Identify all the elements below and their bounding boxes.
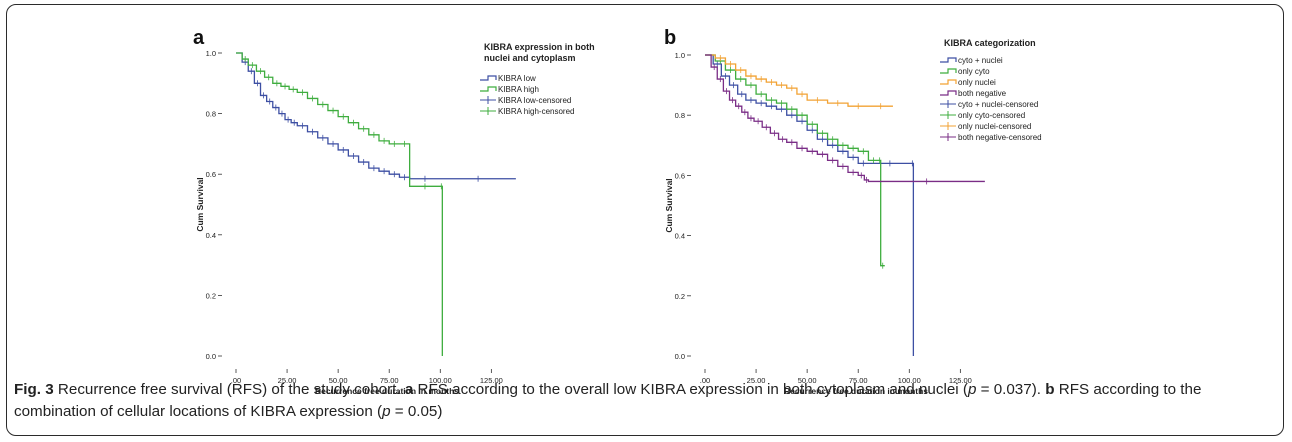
chart-a-y-axis-label: Cum Survival bbox=[195, 177, 205, 231]
chart-b-legend-label: only nuclei-censored bbox=[958, 122, 1031, 131]
chart-b-panel-label: b bbox=[664, 27, 676, 49]
chart-b-legend-swatch bbox=[940, 79, 957, 85]
chart-b-ytick-label: 0.8 bbox=[675, 111, 685, 120]
chart-b-legend-label: only nuclei bbox=[958, 78, 996, 87]
chart-a-legend-label: KIBRA high bbox=[498, 85, 539, 94]
chart-a-xtick-label: .00 bbox=[231, 376, 241, 385]
chart-b-xtick-label: 100.00 bbox=[898, 376, 921, 385]
chart-a-xtick-label: 50.00 bbox=[329, 376, 348, 385]
chart-a-legend-title: nuclei and cytoplasm bbox=[484, 53, 576, 63]
chart-b-legend-label: both negative-censored bbox=[958, 133, 1042, 142]
chart-b-xtick-label: 75.00 bbox=[849, 376, 868, 385]
chart-b-xtick-label: 25.00 bbox=[747, 376, 766, 385]
chart-a-xtick-label: 100.00 bbox=[429, 376, 452, 385]
caption-b-text-2: = 0.05) bbox=[390, 403, 443, 420]
caption-a-text-1: RFS according to the overall low KIBRA e… bbox=[417, 381, 968, 398]
chart-a-xtick-label: 25.00 bbox=[278, 376, 297, 385]
chart-b-legend-label: cyto + nuclei-censored bbox=[958, 100, 1038, 109]
chart-a-xtick-label: 75.00 bbox=[380, 376, 399, 385]
chart-b-xtick-label: 50.00 bbox=[798, 376, 817, 385]
chart-b-xtick-label: 125.00 bbox=[949, 376, 972, 385]
chart-b-ytick-label: 0.2 bbox=[675, 292, 685, 301]
caption-a-text-2: = 0.037). bbox=[976, 381, 1041, 398]
chart-a-ytick-label: 0.0 bbox=[206, 352, 216, 361]
chart-a-series-kibra-high bbox=[236, 52, 443, 356]
chart-a-legend-swatch bbox=[480, 75, 497, 81]
chart-b-series-cyto-nuclei bbox=[705, 54, 915, 356]
chart-b-ytick-label: 0.6 bbox=[675, 171, 685, 180]
caption-b-text-1: RFS according to the combination of cell… bbox=[14, 381, 1202, 420]
chart-b-legend-swatch bbox=[940, 90, 957, 96]
chart-b-ytick-label: 0.0 bbox=[675, 352, 685, 361]
chart-a-legend-label: KIBRA low-censored bbox=[498, 96, 571, 105]
chart-b-legend-swatch bbox=[940, 68, 957, 74]
chart-b-legend-label: both negative bbox=[958, 89, 1007, 98]
caption-p-symbol-b: p bbox=[382, 403, 391, 420]
chart-a-ytick-label: 0.2 bbox=[206, 291, 216, 300]
chart-a-legend-title: KIBRA expression in both bbox=[484, 42, 595, 52]
chart-b-legend-title: KIBRA categorization bbox=[944, 38, 1036, 48]
caption-fig-label: Fig. 3 bbox=[14, 381, 54, 398]
chart-b-legend-label: cyto + nuclei bbox=[958, 56, 1003, 65]
chart-a-ytick-label: 0.4 bbox=[206, 231, 216, 240]
caption-p-symbol-a: p bbox=[967, 381, 977, 398]
chart-a-legend-label: KIBRA high-censored bbox=[498, 107, 575, 116]
caption-b-label: b bbox=[1045, 381, 1055, 398]
chart-a-x-axis-label: Recurrence free duration in months bbox=[315, 386, 459, 396]
chart-a-panel-label: a bbox=[193, 27, 205, 49]
chart-b-y-axis-label: Cum Survival bbox=[664, 178, 674, 232]
chart-b-series-both-negative bbox=[705, 54, 985, 183]
chart-b-ytick-label: 1.0 bbox=[675, 51, 685, 60]
chart-a-ytick-label: 0.8 bbox=[206, 110, 216, 119]
caption-title: Recurrence free survival (RFS) of the st… bbox=[57, 381, 401, 398]
figure-caption: Fig. 3 Recurrence free survival (RFS) of… bbox=[14, 379, 1276, 423]
chart-b-legend-label: only cyto-censored bbox=[958, 111, 1025, 120]
chart-a-ytick-label: 1.0 bbox=[206, 49, 216, 58]
chart-b-series-only-cyto bbox=[705, 54, 885, 267]
chart-b-legend-swatch bbox=[940, 57, 957, 63]
chart-a-series-kibra-low bbox=[236, 52, 516, 180]
chart-b-legend-label: only cyto bbox=[958, 67, 990, 76]
chart-b-xtick-label: .00 bbox=[700, 376, 710, 385]
chart-a-legend-swatch bbox=[480, 86, 497, 92]
chart-a-xtick-label: 125.00 bbox=[480, 376, 503, 385]
chart-b-series-only-nuclei bbox=[705, 54, 893, 107]
chart-b-x-axis-label: Recurrence free duration in months bbox=[784, 386, 928, 396]
figure-frame bbox=[6, 4, 1284, 436]
caption-a-label: a bbox=[404, 381, 414, 398]
chart-b-ytick-label: 0.4 bbox=[675, 232, 685, 241]
chart-a-ytick-label: 0.6 bbox=[206, 170, 216, 179]
chart-a-legend-label: KIBRA low bbox=[498, 74, 536, 83]
